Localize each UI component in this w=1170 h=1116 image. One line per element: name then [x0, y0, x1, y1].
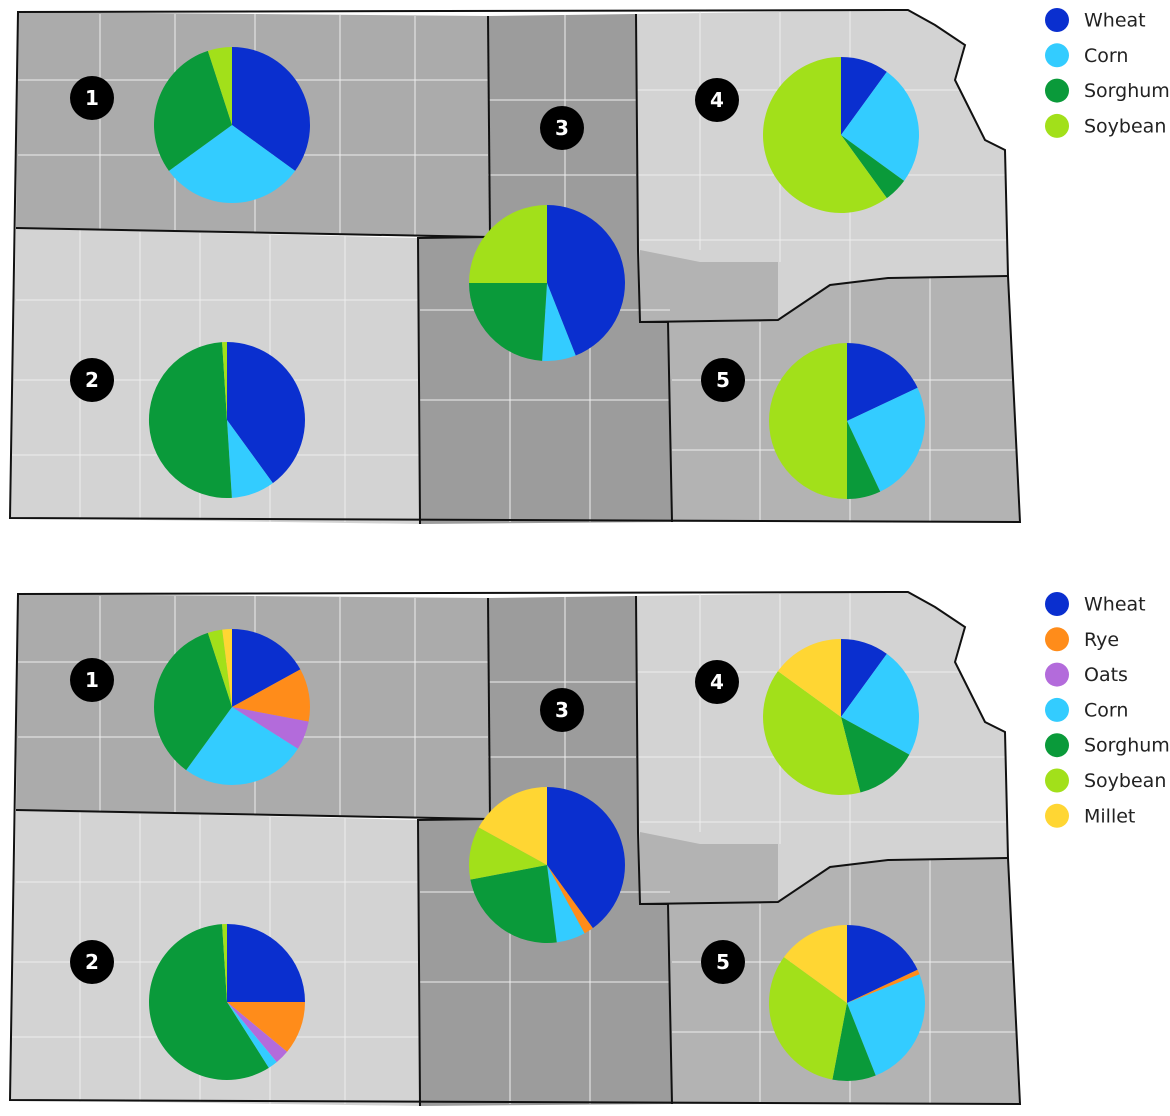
pie-slice — [832, 1003, 876, 1081]
pie-slice — [847, 925, 918, 1003]
region-badge — [70, 658, 114, 702]
region-badge — [701, 940, 745, 984]
region-badge — [540, 688, 584, 732]
pie-slice — [227, 1002, 277, 1068]
pie-slice — [769, 343, 847, 499]
pie-slice — [232, 629, 301, 707]
pie-slice — [847, 974, 926, 1076]
legend-label: Soybean — [1084, 115, 1166, 137]
pie-slice — [469, 283, 547, 361]
legend-label: Wheat — [1084, 10, 1146, 32]
pie-slice — [227, 924, 305, 1002]
pie-slice — [227, 420, 273, 498]
pie-slice — [768, 957, 847, 1080]
legend-swatch — [1045, 733, 1069, 758]
pie-slice — [153, 50, 232, 171]
pie-slice — [547, 787, 625, 929]
pie-slice — [547, 205, 625, 356]
pie-slice — [148, 924, 269, 1080]
region-label: 3 — [555, 116, 569, 140]
legend-swatch — [1045, 697, 1069, 722]
pie-slice — [841, 639, 887, 717]
pie-slice — [542, 283, 576, 362]
pie-slice — [227, 1002, 305, 1052]
region-label: 5 — [716, 950, 730, 974]
pie-slice — [763, 56, 887, 213]
region-label: 3 — [555, 698, 569, 722]
pie-slice — [847, 969, 920, 1003]
legend-label: Wheat — [1084, 594, 1146, 616]
region-badge — [70, 76, 114, 120]
pie-slice — [232, 707, 309, 749]
pie-slice — [227, 342, 306, 484]
region-badge — [70, 940, 114, 984]
pie-slice — [547, 865, 593, 934]
region-label: 4 — [710, 670, 724, 694]
pie-slice — [186, 707, 298, 785]
pie-slice — [847, 387, 926, 492]
pie-slice — [847, 421, 881, 499]
region-label: 1 — [85, 668, 99, 692]
legend-swatch — [1045, 113, 1069, 138]
pie-slice — [222, 924, 227, 1002]
pie-slice — [777, 638, 841, 717]
region-badge — [540, 106, 584, 150]
legend-label: Rye — [1084, 629, 1119, 651]
region-badge — [701, 358, 745, 402]
legend-label: Oats — [1084, 664, 1128, 686]
legend-swatch — [1045, 592, 1069, 616]
pie-slice — [841, 653, 919, 755]
pie-slice — [469, 205, 547, 283]
legend-label: Corn — [1084, 699, 1128, 721]
pie-slice — [841, 57, 887, 135]
region-badge — [70, 358, 114, 402]
pie-slice — [841, 135, 905, 199]
legend-swatch — [1045, 627, 1069, 652]
legend-swatch — [1045, 78, 1069, 103]
pie-slice — [847, 343, 918, 421]
pie-slice — [222, 629, 232, 707]
legend-label: Soybean — [1084, 770, 1166, 792]
legend-label: Sorghum — [1084, 80, 1170, 102]
pie-slice — [470, 865, 557, 943]
legend-swatch — [1045, 43, 1069, 68]
pie-slice — [148, 342, 232, 499]
pie-slice — [227, 1002, 288, 1063]
legend-swatch — [1045, 8, 1069, 32]
pie-slice — [547, 865, 585, 943]
pie-slice — [783, 925, 847, 1003]
region-label: 4 — [710, 88, 724, 112]
legend-swatch — [1045, 662, 1069, 687]
pie-slice — [232, 47, 310, 171]
pie-slice — [841, 71, 919, 181]
pie-slice — [469, 827, 547, 880]
pie-slice — [153, 632, 232, 771]
legend-label: Millet — [1084, 805, 1135, 827]
legend-swatch — [1045, 768, 1069, 793]
region-label: 1 — [85, 86, 99, 110]
legend-label: Sorghum — [1084, 735, 1170, 757]
pie-slice — [222, 342, 227, 420]
region-label: 2 — [85, 950, 99, 974]
pie-slice — [841, 717, 910, 793]
pie-slice — [207, 629, 232, 707]
region-badge — [695, 660, 739, 704]
region-badge — [695, 78, 739, 122]
pie-slice — [478, 787, 547, 865]
legend-swatch — [1045, 803, 1069, 828]
region-label: 5 — [716, 368, 730, 392]
pie-slice — [763, 671, 861, 796]
pie-slice — [232, 669, 310, 722]
pie-slice — [207, 47, 232, 125]
pie-slice — [168, 125, 296, 204]
legend-label: Corn — [1084, 45, 1128, 67]
region-label: 2 — [85, 368, 99, 392]
